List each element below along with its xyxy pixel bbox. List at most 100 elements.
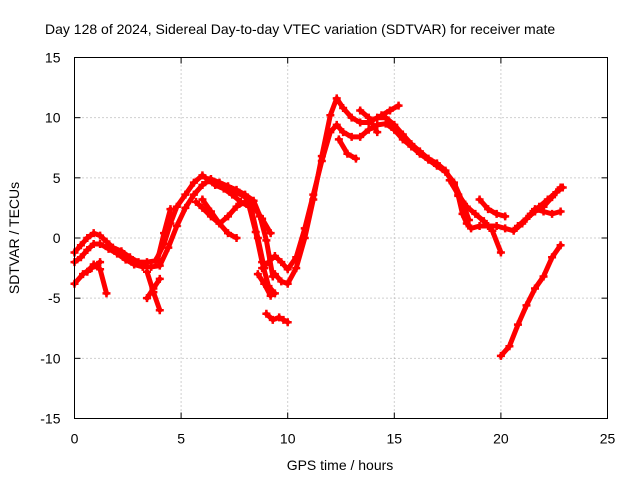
data-point — [224, 212, 233, 221]
data-point — [377, 111, 386, 120]
data-point — [172, 221, 181, 230]
data-point — [309, 195, 318, 204]
data-point — [155, 261, 164, 270]
data-point — [224, 229, 233, 238]
data-point — [522, 214, 531, 223]
data-point — [548, 253, 557, 262]
series-line — [193, 199, 267, 271]
data-point — [192, 197, 201, 206]
data-point — [189, 190, 198, 199]
plot-frame — [74, 57, 608, 419]
series-track-14 — [334, 135, 360, 163]
data-point — [484, 205, 493, 214]
data-point — [556, 207, 565, 216]
data-point — [266, 291, 275, 300]
series-line — [498, 242, 564, 359]
data-point — [89, 260, 98, 269]
data-point — [488, 226, 497, 235]
data-point — [121, 255, 130, 264]
data-point — [113, 249, 122, 258]
data-point — [394, 101, 403, 110]
data-point — [292, 264, 301, 273]
series-track-16 — [377, 101, 403, 120]
x-axis-label: GPS time / hours — [287, 457, 394, 473]
data-point — [153, 255, 162, 264]
data-point — [172, 202, 181, 211]
data-point — [548, 193, 557, 202]
series-track-18 — [475, 195, 510, 221]
data-point — [83, 246, 92, 255]
data-point — [300, 234, 309, 242]
data-point — [531, 205, 540, 214]
data-point — [505, 342, 514, 351]
data-point — [356, 118, 365, 127]
data-point — [215, 219, 224, 228]
data-point — [198, 171, 207, 180]
data-point — [513, 221, 522, 230]
y-tick-labels: -15 -10 -5 0 5 10 15 — [40, 50, 60, 427]
data-point — [181, 190, 190, 199]
data-point — [364, 125, 373, 134]
data-point — [275, 313, 284, 322]
y-tick-label: 10 — [45, 110, 61, 126]
x-tick-labels: 0 5 10 15 20 25 — [71, 431, 616, 447]
y-tick-label: 5 — [53, 170, 61, 186]
data-point — [373, 113, 382, 122]
data-point — [147, 262, 156, 271]
y-axis-label: SDTVAR / TECUs — [6, 182, 22, 294]
data-point — [89, 229, 98, 238]
data-point — [258, 214, 267, 223]
data-point — [270, 270, 279, 279]
data-point — [266, 229, 275, 238]
data-point — [539, 272, 548, 281]
data-point — [347, 132, 356, 141]
data-point — [467, 224, 476, 233]
data-point — [356, 106, 365, 115]
data-point — [155, 306, 164, 315]
series-track-7 — [153, 205, 175, 264]
data-point — [475, 221, 484, 230]
x-tick-label: 10 — [280, 431, 296, 447]
data-point — [390, 120, 399, 129]
data-point — [232, 188, 241, 197]
data-point — [130, 260, 139, 269]
data-point — [76, 253, 85, 262]
data-point — [270, 252, 279, 261]
data-point — [164, 243, 173, 252]
data-point — [522, 301, 531, 310]
data-point — [424, 154, 433, 163]
data-point — [513, 320, 522, 329]
data-point — [283, 265, 292, 274]
data-point — [556, 241, 565, 250]
data-point — [96, 265, 105, 274]
data-point — [509, 226, 518, 235]
data-point — [102, 289, 111, 298]
data-point — [241, 193, 250, 202]
data-point — [441, 166, 450, 175]
data-point — [189, 178, 198, 187]
data-point — [501, 212, 510, 221]
data-point — [283, 318, 292, 327]
data-point — [279, 315, 288, 324]
data-point — [224, 183, 233, 192]
plot-area — [70, 94, 567, 360]
series-line — [84, 262, 109, 296]
data-point — [364, 113, 373, 122]
data-point — [475, 195, 484, 204]
data-point — [149, 288, 158, 297]
data-point — [76, 241, 85, 250]
data-point — [445, 176, 454, 185]
data-point — [102, 237, 111, 246]
data-point — [206, 175, 215, 184]
data-point — [471, 209, 480, 218]
data-point — [317, 152, 326, 161]
data-point — [142, 294, 151, 303]
chart-title: Day 128 of 2024, Sidereal Day-to-day VTE… — [45, 21, 555, 37]
data-point — [198, 181, 207, 190]
series-track-22 — [262, 309, 292, 327]
y-tick-label: 0 — [53, 230, 61, 246]
data-point — [343, 149, 352, 158]
data-point — [339, 104, 348, 113]
